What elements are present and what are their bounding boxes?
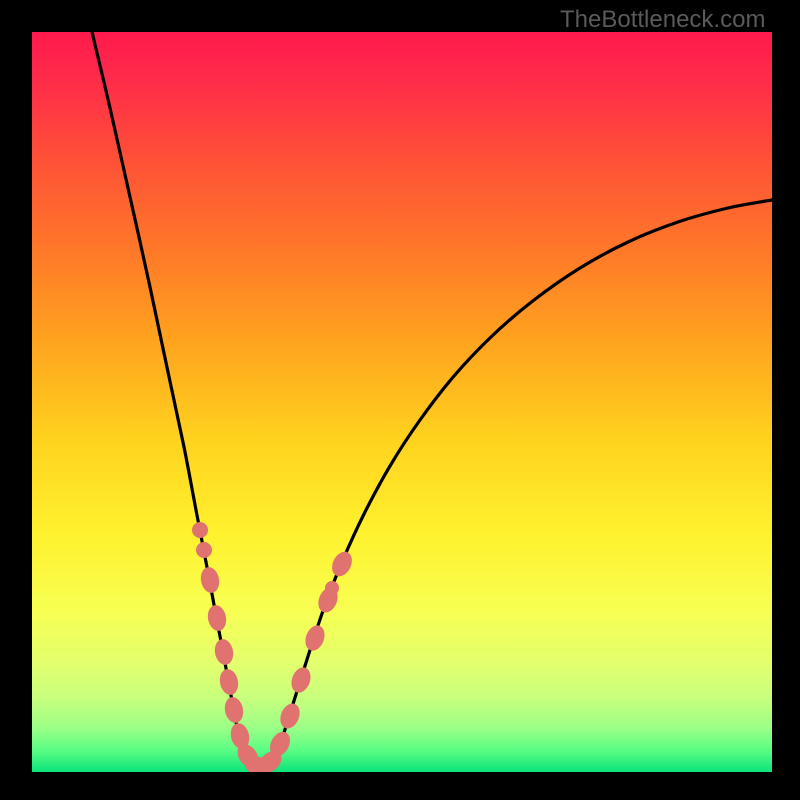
data-point bbox=[213, 638, 236, 667]
watermark-text: TheBottleneck.com bbox=[560, 6, 765, 34]
data-point bbox=[192, 522, 208, 538]
chart-canvas: TheBottleneck.com bbox=[0, 0, 800, 800]
data-point bbox=[222, 695, 245, 724]
data-point bbox=[325, 581, 339, 595]
bottleneck-curve bbox=[92, 32, 772, 767]
curve-layer bbox=[32, 32, 772, 772]
data-point bbox=[196, 542, 212, 558]
data-point bbox=[206, 604, 229, 633]
data-point bbox=[217, 667, 240, 696]
data-point bbox=[328, 548, 356, 579]
data-point bbox=[302, 623, 328, 654]
plot-area bbox=[32, 32, 772, 772]
data-point bbox=[277, 701, 303, 732]
data-point bbox=[288, 665, 314, 696]
data-point bbox=[199, 566, 222, 595]
